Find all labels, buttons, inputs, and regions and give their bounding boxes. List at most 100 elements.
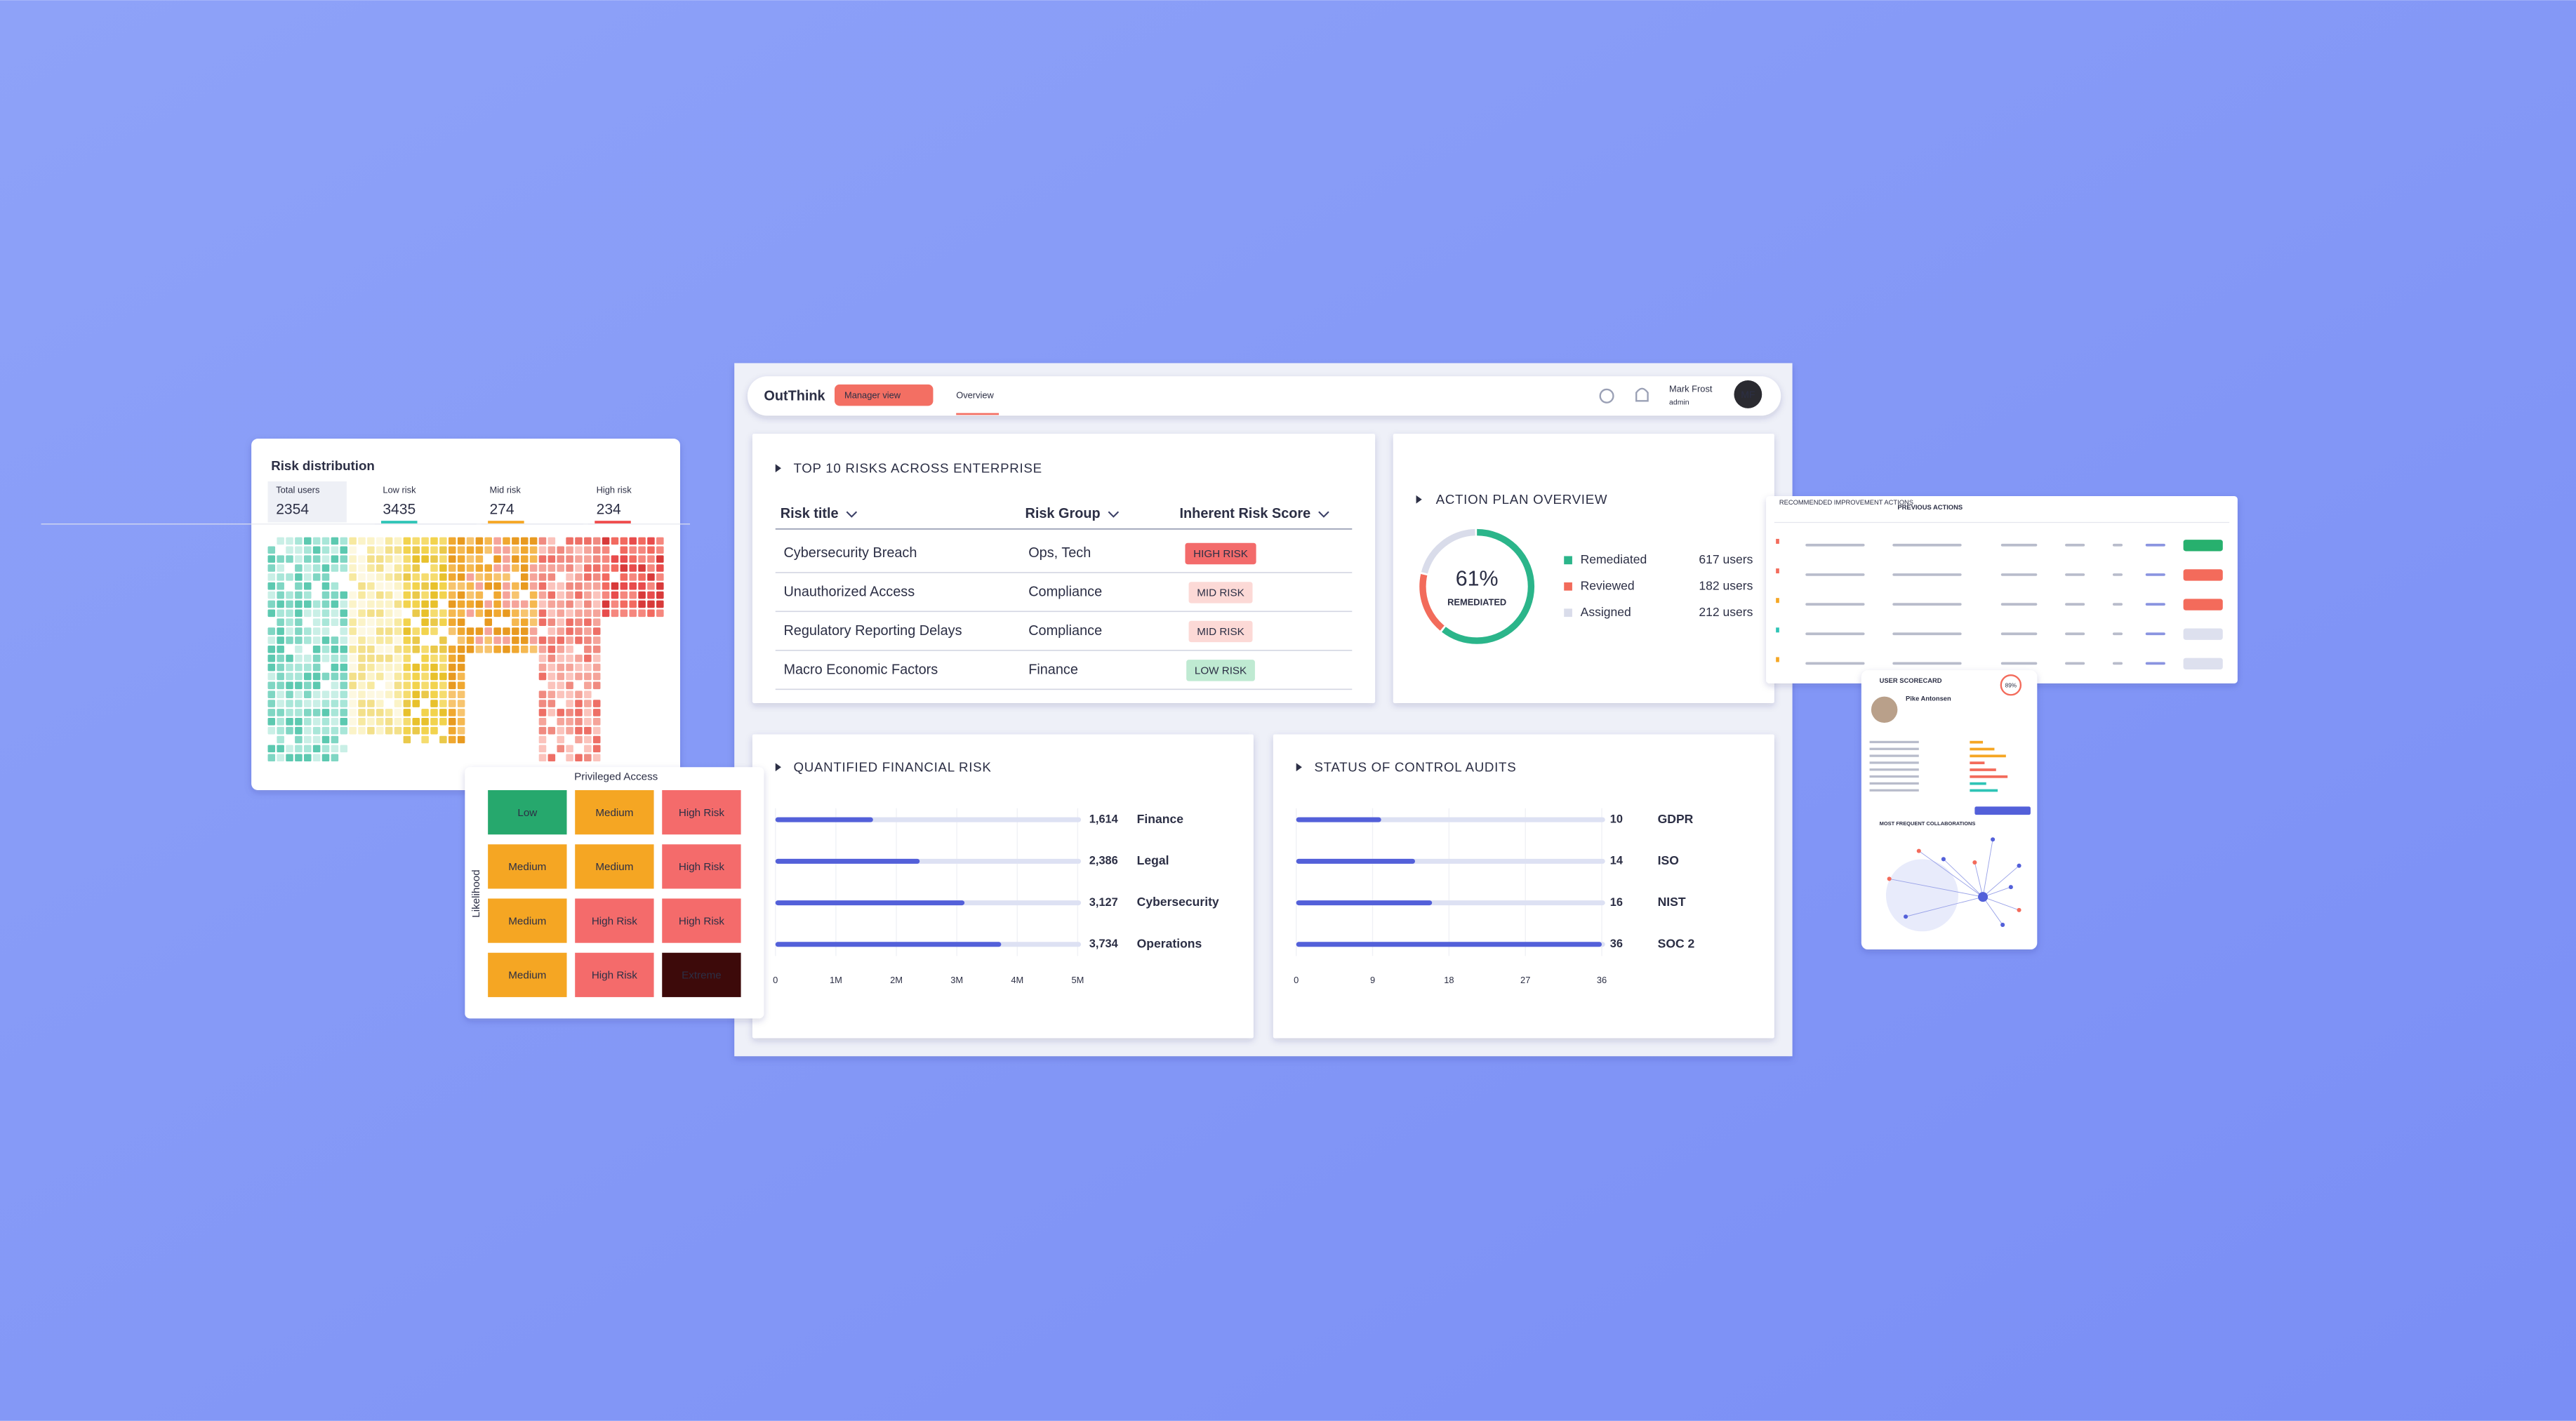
heatmap-cell [575,700,583,707]
row-flag [1776,538,1779,544]
matrix-cell[interactable] [488,952,567,997]
heatmap-cell [529,537,538,545]
matrix-cell[interactable] [662,898,741,943]
heatmap-cell [512,600,519,608]
column-header[interactable]: Risk title [781,506,839,521]
heatmap-cell [421,646,429,653]
matrix-cell[interactable] [488,844,567,889]
text-placeholder [2065,543,2085,547]
network-node [2017,907,2021,912]
bell-icon[interactable] [1635,387,1649,402]
heatmap-cell [620,591,628,599]
heatmap-cell [312,609,321,618]
heatmap-cell [566,636,573,644]
heatmap-cell [439,537,447,545]
scorecard-button[interactable] [1974,806,2031,815]
heatmap-cell [295,591,303,599]
control-audits-card [1273,734,1774,1039]
logo: OutThink [764,389,825,404]
heatmap-cell [312,537,321,545]
heatmap-cell [340,646,348,653]
text-placeholder [2112,603,2123,606]
view-button[interactable] [835,384,934,406]
heatmap-cell [412,636,420,644]
heatmap-cell [520,627,529,635]
help-icon[interactable] [1599,388,1614,403]
heatmap-cell [358,609,366,618]
matrix-cell[interactable] [662,844,741,889]
column-header[interactable]: Inherent Risk Score [1180,506,1311,521]
action-button[interactable] [2183,658,2223,669]
matrix-cell[interactable] [575,844,654,889]
heatmap-cell [602,546,610,554]
heatmap-cell [430,709,438,716]
legend-swatch [1564,608,1572,618]
matrix-cell[interactable] [575,790,654,835]
risk-badge-label: MID RISK [1197,587,1244,599]
heatmap-cell [448,700,456,707]
category-label: ISO [1658,853,1679,867]
row-flag [1776,627,1779,633]
value-label: 36 [1610,938,1623,950]
heatmap-cell [321,700,330,707]
heatmap-cell [620,609,628,618]
heatmap-cell [385,646,393,653]
heatmap-cell [267,555,276,563]
heatmap-cell [394,672,402,681]
network-node [1904,914,1908,919]
heatmap-cell [611,600,619,608]
heatmap-cell [385,573,393,581]
matrix-cell[interactable] [662,952,741,997]
heatmap-cell [566,700,573,707]
heatmap-cell [584,735,592,744]
heatmap-cell [403,663,411,672]
matrix-cell[interactable] [575,898,654,943]
matrix-cell[interactable] [488,898,567,943]
avatar[interactable] [1734,380,1762,408]
heatmap-cell [403,735,411,744]
value-label: 1,614 [1089,813,1119,825]
heatmap-cell [557,646,564,653]
heatmap-cell [385,600,393,608]
heatmap-cell [304,754,312,762]
sort-chevron [846,511,858,518]
heatmap-cell [367,564,375,572]
heatmap-cell [566,609,573,618]
matrix-cell[interactable] [662,790,741,835]
heatmap-cell [475,564,484,572]
matrix-cell[interactable] [488,790,567,835]
heatmap-cell [394,537,402,545]
column-header[interactable]: Risk Group [1025,506,1101,521]
heatmap-cell [295,609,303,618]
risk-group: Compliance [1028,585,1102,600]
heatmap-cell [557,609,564,618]
heatmap-cell [439,681,447,690]
heatmap-cell [331,537,339,545]
action-button[interactable] [2183,540,2223,552]
heatmap-cell [312,691,321,698]
heatmap-cell [547,663,556,672]
heatmap-cell [286,709,293,716]
heatmap-cell [358,618,366,626]
heatmap-cell [512,609,519,618]
heatmap-cell [376,573,384,581]
nav-tab[interactable]: Overview [956,390,994,401]
matrix-cell[interactable] [575,952,654,997]
action-button[interactable] [2183,599,2223,611]
heatmap-cell [557,663,564,672]
matrix-cell-label: High Risk [679,915,724,927]
heatmap-cell [457,663,465,672]
action-button[interactable] [2183,628,2223,640]
heatmap-cell [412,627,420,635]
heatmap-cell [340,681,348,690]
action-button[interactable] [2183,569,2223,581]
score-bar [1970,747,1995,751]
text-placeholder [1869,747,1919,750]
heatmap-cell [340,618,348,626]
heatmap-cell [358,709,366,716]
heatmap-cell [566,591,573,599]
heatmap-cell [620,555,628,563]
heatmap-cell [547,681,556,690]
network-edge [1889,878,1984,898]
risk-badge-label: LOW RISK [1195,665,1247,677]
